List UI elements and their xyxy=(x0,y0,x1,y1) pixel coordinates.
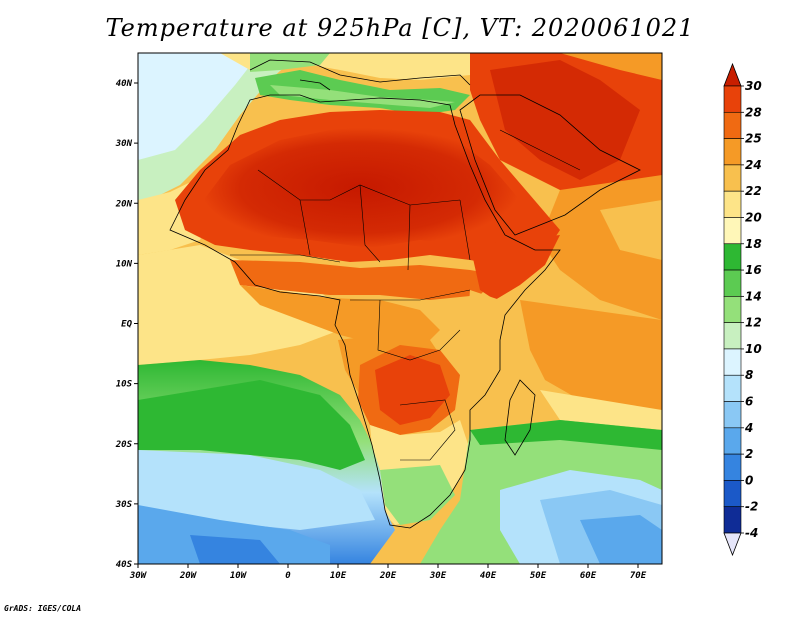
colorbar-segment xyxy=(723,427,742,455)
colorbar-segment xyxy=(723,322,742,350)
lat-tick-label: 40S xyxy=(116,560,133,570)
colorbar-segment xyxy=(723,138,742,166)
colorbar-label: 0 xyxy=(745,473,753,487)
colorbar-segment xyxy=(723,374,742,402)
colorbar-label: 25 xyxy=(745,132,762,146)
colorbar-top-arrow xyxy=(723,62,742,87)
map-frame xyxy=(137,52,663,565)
colorbar-label: 28 xyxy=(745,105,762,119)
colorbar-segment xyxy=(723,453,742,481)
lon-tick-label: 10W xyxy=(230,571,248,581)
colorbar-segment xyxy=(723,269,742,297)
colorbar-label: 12 xyxy=(745,316,762,330)
colorbar-segment xyxy=(723,480,742,508)
lon-tick-label: 60E xyxy=(580,571,597,581)
map-title: Temperature at 925hPa [C], VT: 202006102… xyxy=(105,14,695,42)
lat-tick-label: 30S xyxy=(115,500,133,510)
colorbar-segment xyxy=(723,348,742,376)
colorbar-label: 6 xyxy=(745,395,753,409)
lon-tick-label: 10E xyxy=(330,571,347,581)
colorbar-label: -4 xyxy=(745,526,758,540)
lon-tick-label: 40E xyxy=(480,571,497,581)
colorbar-label: 16 xyxy=(745,263,762,277)
colorbar-segment xyxy=(723,111,742,139)
lon-tick-label: 20W xyxy=(179,571,198,581)
colorbar-label: 4 xyxy=(744,421,753,435)
lat-tick-label: 20S xyxy=(115,440,133,450)
credit-text: GrADS: IGES/COLA xyxy=(4,604,82,613)
colorbar-label: 2 xyxy=(745,447,753,461)
colorbar-segment xyxy=(723,243,742,271)
colorbar-bottom-arrow xyxy=(723,532,742,557)
lon-tick-label: 30W xyxy=(129,571,148,581)
colorbar-label: 10 xyxy=(745,342,762,356)
lon-tick-label: 70E xyxy=(630,571,647,581)
colorbar-segment xyxy=(723,217,742,245)
latitude-axis: 40N 30N 20N 10N EQ 10S 20S 30S 40S xyxy=(115,79,138,570)
colorbar-segment xyxy=(723,164,742,192)
lat-tick-label: 10S xyxy=(116,380,133,390)
longitude-axis: 30W 20W 10W 0 10E 20E 30E 40E 50E 60E 70E xyxy=(129,564,647,581)
colorbar-segment xyxy=(723,190,742,218)
colorbar-segment xyxy=(723,506,742,534)
lat-tick-label: 40N xyxy=(116,79,133,89)
country-border-overlay xyxy=(230,129,581,461)
lon-tick-label: 0 xyxy=(285,571,291,581)
temperature-field xyxy=(138,53,662,564)
lon-tick-label: 20E xyxy=(379,571,397,581)
colorbar-label: 24 xyxy=(745,158,762,172)
lat-tick-label: 10N xyxy=(116,259,133,269)
colorbar-label: 20 xyxy=(745,210,762,224)
lon-tick-label: 50E xyxy=(530,571,547,581)
colorbar-label: 30 xyxy=(745,79,762,93)
colorbar-segment xyxy=(723,401,742,429)
colorbar-label: -2 xyxy=(745,500,758,514)
lat-tick-label: 20N xyxy=(115,199,133,209)
colorbar-label: 14 xyxy=(745,289,762,303)
colorbar-label: 18 xyxy=(745,237,762,251)
lat-tick-label: EQ xyxy=(121,320,132,330)
lat-tick-label: 30N xyxy=(115,139,133,149)
coastline-overlay xyxy=(169,59,641,529)
colorbar-segment xyxy=(723,296,742,323)
colorbar-label: 8 xyxy=(745,368,753,382)
lon-tick-label: 30E xyxy=(429,571,447,581)
colorbar-segment xyxy=(723,85,742,113)
colorbar-label: 22 xyxy=(745,184,762,198)
